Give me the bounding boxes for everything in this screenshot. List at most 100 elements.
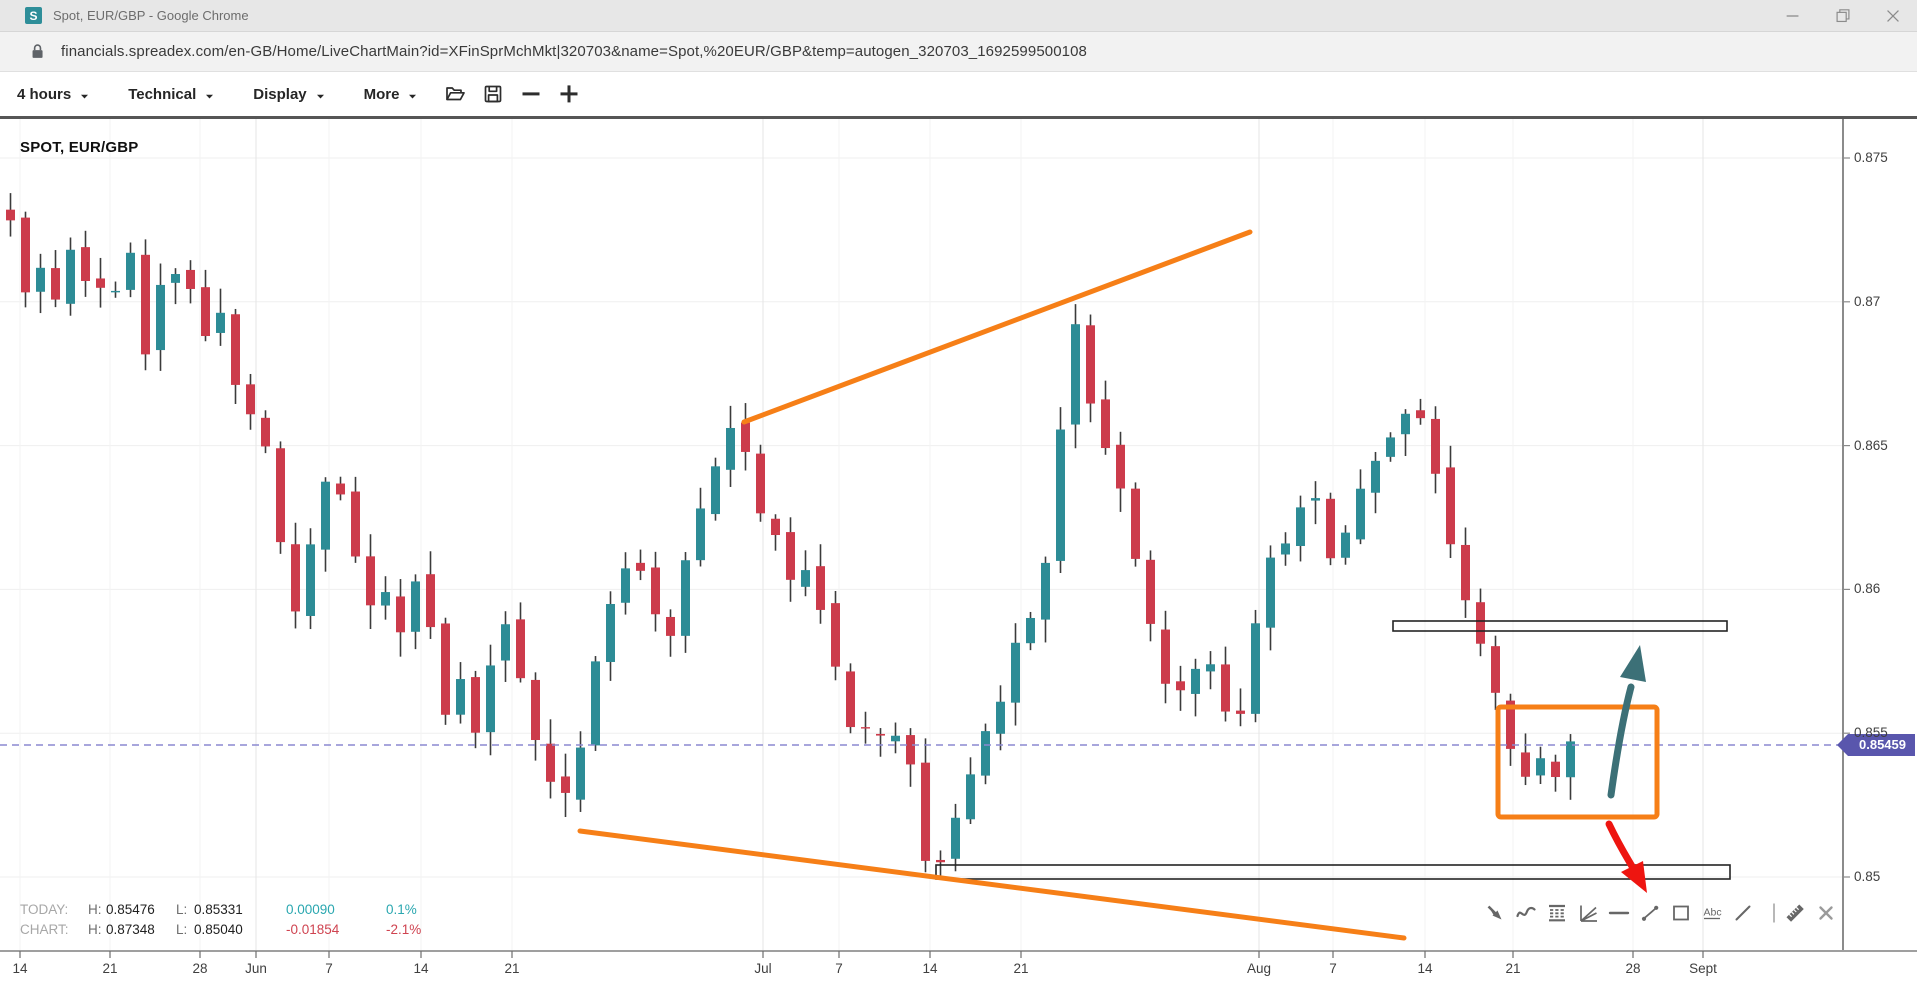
y-axis-label: 0.855	[1854, 725, 1888, 741]
candle-body	[846, 671, 855, 728]
menu-more[interactable]: More	[364, 86, 419, 103]
zoom-out-button[interactable]	[520, 83, 542, 105]
candle-body	[1161, 629, 1170, 684]
x-axis-label: Sept	[1689, 961, 1717, 976]
candle-body	[141, 254, 150, 355]
stats-row: TODAY: H: 0.85476 L: 0.85331 0.00090 0.1%	[20, 900, 421, 920]
candle-body	[561, 776, 570, 793]
line-tool[interactable]	[1732, 902, 1754, 924]
x-axis-label: 21	[102, 961, 118, 976]
x-axis-label: 21	[504, 961, 520, 976]
text-abc-tool[interactable]: Abc	[1701, 902, 1723, 924]
candle-body	[1371, 460, 1380, 493]
rectangle-icon	[1670, 905, 1692, 928]
x-axis-label: 21	[1505, 961, 1521, 976]
window-controls	[1783, 0, 1903, 31]
candle-body	[861, 727, 870, 729]
red-down-arrow[interactable]	[1605, 820, 1647, 893]
candle-body	[66, 249, 75, 304]
candlestick-chart[interactable]	[0, 119, 1917, 984]
delete-x-tool[interactable]	[1815, 902, 1837, 924]
candle-body	[81, 247, 90, 281]
candle-body	[771, 518, 780, 536]
candle-body	[1116, 444, 1125, 489]
candle-body	[276, 448, 285, 543]
upper-trendline[interactable]	[741, 229, 1253, 425]
fan-lines-tool[interactable]	[1577, 902, 1599, 924]
candle-body	[1251, 623, 1260, 714]
teal-up-arrow[interactable]	[1607, 645, 1646, 799]
ruler-icon	[1784, 904, 1806, 928]
ruler-tool[interactable]	[1784, 902, 1806, 924]
arrow-pointer-tool[interactable]	[1484, 902, 1506, 924]
candle-body	[1356, 488, 1365, 540]
candle-body	[1026, 617, 1035, 644]
window-titlebar: S Spot, EUR/GBP - Google Chrome	[0, 0, 1917, 32]
change-value: -0.01854	[286, 922, 340, 937]
stats-label: CHART:	[20, 922, 69, 937]
close-button[interactable]	[1883, 6, 1903, 26]
candle-body	[306, 544, 315, 616]
candle-body	[636, 562, 645, 571]
candle-body	[411, 581, 420, 632]
candle-body	[576, 747, 585, 800]
horizontal-line-tool[interactable]	[1608, 902, 1630, 924]
candle-body	[1431, 418, 1440, 474]
toolbar-separator	[1763, 902, 1775, 924]
candle-body	[1071, 324, 1080, 425]
candle-body	[51, 268, 60, 300]
candle-body	[801, 570, 810, 587]
address-bar[interactable]: financials.spreadex.com/en-GB/Home/LiveC…	[0, 32, 1917, 72]
candle-body	[381, 592, 390, 606]
zoom-in-button[interactable]	[558, 83, 580, 105]
trend-segment-tool[interactable]	[1639, 902, 1661, 924]
candle-body	[981, 731, 990, 776]
candle-body	[1011, 642, 1020, 703]
save-button[interactable]	[482, 83, 504, 105]
menu-label: More	[363, 85, 400, 103]
chart-area[interactable]: SPOT, EUR/GBP 0.85459 0.875 0.87 0.865 0.86…	[0, 116, 1917, 984]
candle-body	[1086, 325, 1095, 404]
candle-body	[216, 312, 225, 333]
candle-body	[246, 384, 255, 415]
menu-technical[interactable]: Technical	[128, 86, 215, 103]
candle-body	[996, 701, 1005, 734]
menu-label: Display	[253, 85, 307, 103]
y-axis-label: 0.87	[1854, 293, 1881, 309]
candle-body	[366, 556, 375, 606]
text-abc-icon: Abc	[1701, 907, 1723, 928]
fib-grid-tool[interactable]	[1546, 902, 1568, 924]
chart-toolbar: 4 hours Technical Display More	[0, 72, 1917, 116]
open-folder-button[interactable]	[444, 83, 466, 105]
candle-body	[1386, 437, 1395, 457]
change-value: 0.00090	[286, 902, 335, 917]
high-value: 0.85476	[106, 902, 155, 917]
window-title: Spot, EUR/GBP - Google Chrome	[53, 8, 249, 23]
orange-highlight-box[interactable]	[1495, 704, 1660, 820]
toolbar-menus: 4 hours Technical Display More	[17, 86, 418, 103]
high-value: 0.87348	[106, 922, 155, 937]
candle-body	[1236, 710, 1245, 714]
separator-icon	[1763, 903, 1785, 928]
x-axis-label: 14	[413, 961, 429, 976]
lower-trendline[interactable]	[577, 828, 1407, 941]
candle-body	[951, 817, 960, 859]
trend-segment-icon	[1639, 905, 1661, 928]
candle-body	[1551, 761, 1560, 778]
menu-4-hours[interactable]: 4 hours	[17, 86, 90, 103]
app-icon: S	[25, 7, 42, 24]
menu-display[interactable]: Display	[253, 86, 325, 103]
minimize-button[interactable]	[1783, 6, 1803, 26]
curve-tool[interactable]	[1515, 902, 1537, 924]
support-zone-rectangle[interactable]	[935, 864, 1731, 880]
candle-body	[606, 604, 615, 662]
open-folder-icon	[444, 87, 466, 109]
arrow-pointer-icon	[1484, 905, 1506, 928]
restore-button[interactable]	[1833, 6, 1853, 26]
candle-body	[171, 274, 180, 283]
rectangle-tool[interactable]	[1670, 902, 1692, 924]
x-axis-label: 28	[1625, 961, 1641, 976]
candle-body	[186, 269, 195, 289]
resistance-zone-rectangle[interactable]	[1392, 620, 1728, 632]
url-text[interactable]: financials.spreadex.com/en-GB/Home/LiveC…	[61, 43, 1087, 60]
